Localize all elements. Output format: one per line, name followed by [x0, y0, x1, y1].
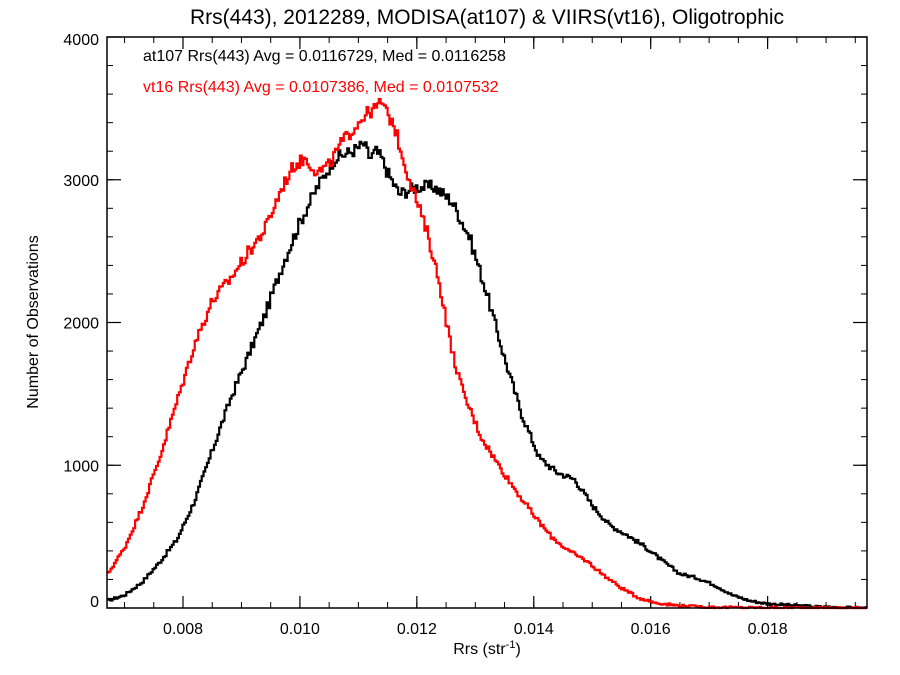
- chart-title: Rrs(443), 2012289, MODISA(at107) & VIIRS…: [190, 6, 784, 29]
- y-tick-label: 3000: [63, 173, 99, 190]
- x-axis-label-close: ): [515, 641, 520, 658]
- legend-entry-at107: at107 Rrs(443) Avg = 0.0116729, Med = 0.…: [143, 48, 506, 65]
- x-tick-label: 0.010: [280, 621, 320, 638]
- x-tick-label: 0.016: [631, 621, 671, 638]
- x-tick-label: 0.014: [514, 621, 554, 638]
- x-tick-label: 0.012: [397, 621, 437, 638]
- x-tick-label: 0.008: [163, 621, 203, 638]
- x-tick-labels: 0.008 0.010 0.012 0.014 0.016 0.018: [163, 621, 788, 638]
- y-tick-labels: 0 1000 2000 3000 4000: [63, 32, 99, 611]
- y-tick-label: 2000: [63, 316, 99, 333]
- plot-frame: [106, 36, 868, 609]
- legend-entry-vt16: vt16 Rrs(443) Avg = 0.0107386, Med = 0.0…: [143, 79, 499, 96]
- x-tick-label: 0.018: [748, 621, 788, 638]
- x-axis-label: Rrs (str-1): [453, 639, 521, 658]
- y-tick-label: 1000: [63, 458, 99, 475]
- y-tick-label: 0: [90, 594, 99, 611]
- y-axis-label: Number of Observations: [25, 235, 42, 408]
- y-tick-label: 4000: [63, 32, 99, 49]
- series-at107-line: [107, 140, 868, 610]
- axis-ticks: [107, 36, 867, 609]
- x-axis-label-sup: -1: [506, 639, 516, 651]
- x-axis-label-main: Rrs (str: [453, 641, 506, 658]
